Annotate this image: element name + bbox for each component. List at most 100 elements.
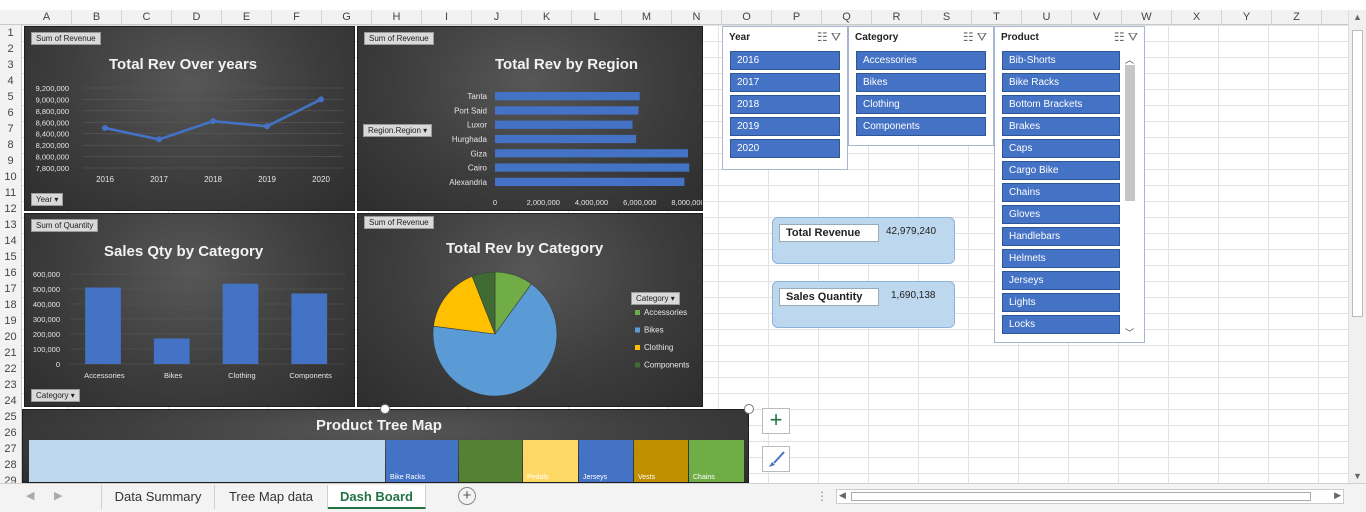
row-header[interactable]: 18 [4,299,17,311]
next-sheet-icon[interactable]: ▶ [54,490,63,502]
slicer-item[interactable]: Locks [1002,315,1120,334]
slicer-item[interactable]: Clothing [856,95,986,114]
column-header[interactable]: V [1072,10,1122,25]
row-header[interactable]: 26 [4,427,17,439]
chart-elements-icon[interactable]: + [762,408,790,434]
row-header[interactable]: 9 [7,155,14,167]
row-header[interactable]: 22 [4,363,17,375]
slicer-item[interactable]: 2017 [730,73,840,92]
column-header[interactable]: U [1022,10,1072,25]
row-header[interactable]: 20 [4,331,17,343]
row-header[interactable]: 6 [7,107,14,119]
chart-rev-over-years[interactable]: Sum of Revenue Total Rev Over years 9,20… [24,26,355,211]
column-header[interactable]: G [322,10,372,25]
tab-tree-map-data[interactable]: Tree Map data [215,485,328,509]
chart-styles-brush-icon[interactable] [762,446,790,472]
slicer-item[interactable]: Chains [1002,183,1120,202]
slicer-item[interactable]: Lights [1002,293,1120,312]
slicer-item[interactable]: 2018 [730,95,840,114]
slicer-year[interactable]: Year ☷ ⛛ 2016 2017 2018 2019 2020 [722,26,848,170]
field-button-sum-revenue[interactable]: Sum of Revenue [364,32,434,45]
row-header[interactable]: 28 [4,459,17,471]
row-header[interactable]: 14 [4,235,17,247]
row-header[interactable]: 23 [4,379,17,391]
row-header[interactable]: 19 [4,315,17,327]
column-header[interactable]: R [872,10,922,25]
chart-product-tree-map[interactable]: Product Tree Map Bike Racks Pedals Jerseys… [22,409,749,483]
slicer-item[interactable]: Bikes [856,73,986,92]
horizontal-scrollbar[interactable]: ◀ ▶ [836,489,1344,504]
resize-handle[interactable] [744,404,754,414]
filter-button-region[interactable]: Region.Region [363,124,433,137]
slicer-item[interactable]: Components [856,117,986,136]
column-header[interactable]: S [922,10,972,25]
row-header[interactable]: 1 [7,27,14,39]
row-header[interactable]: 12 [4,203,17,215]
slicer-item[interactable]: Bike Racks [1002,73,1120,92]
scroll-right-icon[interactable]: ▶ [1334,490,1341,500]
row-header[interactable]: 7 [7,123,14,135]
slicer-item[interactable]: Helmets [1002,249,1120,268]
column-header[interactable]: E [222,10,272,25]
field-button-sum-revenue[interactable]: Sum of Revenue [364,216,434,229]
row-header[interactable]: 15 [4,251,17,263]
column-header[interactable]: F [272,10,322,25]
split-handle-icon[interactable]: ⋮ [816,489,828,503]
axis-button-category[interactable]: Category [31,389,80,402]
row-header[interactable]: 16 [4,267,17,279]
slicer-item[interactable]: Cargo Bike [1002,161,1120,180]
slicer-item[interactable]: Jerseys [1002,271,1120,290]
column-header[interactable]: P [772,10,822,25]
row-header[interactable]: 17 [4,283,17,295]
slicer-item[interactable]: Caps [1002,139,1120,158]
column-header[interactable]: N [672,10,722,25]
slicer-scrollbar[interactable]: ︿ ﹀ [1125,53,1135,339]
column-header[interactable]: Z [1272,10,1322,25]
row-header[interactable]: 21 [4,347,17,359]
row-header[interactable]: 27 [4,443,17,455]
scroll-up-icon[interactable]: ▲ [1353,12,1362,22]
slicer-item[interactable]: 2016 [730,51,840,70]
row-header[interactable]: 8 [7,139,14,151]
new-sheet-icon[interactable]: + [458,487,476,505]
column-header[interactable]: T [972,10,1022,25]
row-header[interactable]: 5 [7,91,14,103]
axis-button-year[interactable]: Year [31,193,64,206]
row-header[interactable]: 25 [4,411,17,423]
legend-button-category[interactable]: Category [631,292,680,305]
scroll-thumb[interactable] [1352,30,1363,317]
scroll-up-icon[interactable]: ︿ [1125,55,1135,65]
multiselect-clear-filter-icon[interactable]: ☷ ⛛ [1113,30,1138,44]
chart-rev-by-category[interactable]: Sum of Revenue Total Rev by Category Acc… [357,213,703,407]
field-button-sum-quantity[interactable]: Sum of Quantity [31,219,99,232]
scroll-thumb[interactable] [851,492,1311,501]
column-header[interactable]: I [422,10,472,25]
slicer-item[interactable]: 2019 [730,117,840,136]
resize-handle[interactable] [380,404,390,414]
row-header[interactable]: 11 [4,187,17,199]
tab-data-summary[interactable]: Data Summary [101,485,215,509]
column-header[interactable]: D [172,10,222,25]
row-header[interactable]: 3 [7,59,14,71]
row-header[interactable]: 10 [4,171,17,183]
multiselect-clear-filter-icon[interactable]: ☷ ⛛ [816,30,841,44]
column-header[interactable]: H [372,10,422,25]
column-header[interactable]: L [572,10,622,25]
row-header[interactable]: 4 [7,75,14,87]
scroll-thumb[interactable] [1125,65,1135,201]
scroll-down-icon[interactable]: ▼ [1353,471,1362,481]
scroll-down-icon[interactable]: ﹀ [1125,328,1135,338]
multiselect-clear-filter-icon[interactable]: ☷ ⛛ [962,30,987,44]
chart-rev-by-region[interactable]: Sum of Revenue Total Rev by Region Regio… [357,26,703,211]
column-header[interactable]: W [1122,10,1172,25]
field-button-sum-revenue[interactable]: Sum of Revenue [31,32,101,45]
slicer-item[interactable]: Handlebars [1002,227,1120,246]
column-header[interactable]: J [472,10,522,25]
vertical-scrollbar[interactable]: ▲ ▼ [1348,10,1366,483]
scroll-left-icon[interactable]: ◀ [839,490,846,500]
slicer-item[interactable]: Accessories [856,51,986,70]
column-header[interactable]: M [622,10,672,25]
column-header[interactable]: X [1172,10,1222,25]
row-header[interactable]: 2 [7,43,14,55]
tab-dash-board[interactable]: Dash Board [328,485,426,509]
